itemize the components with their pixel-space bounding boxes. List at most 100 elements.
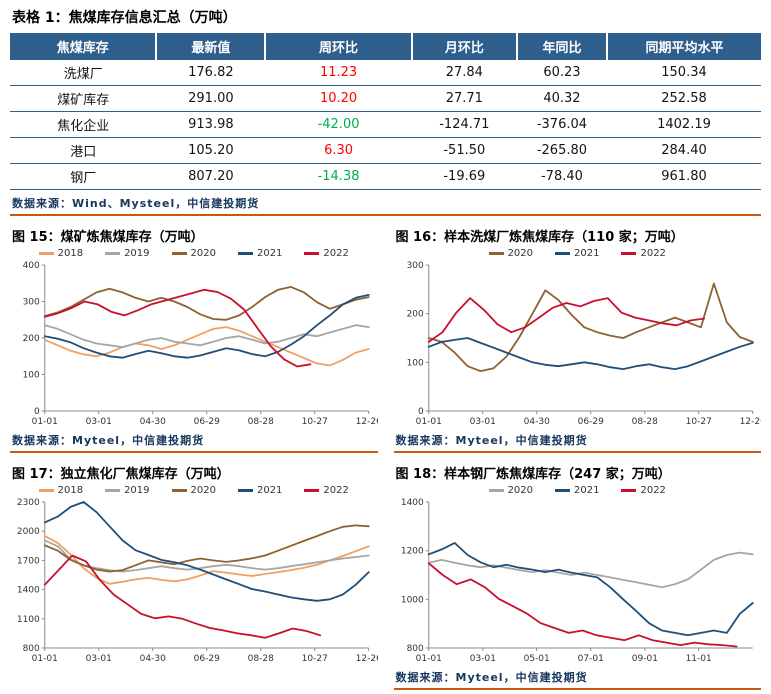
series-line-2019 bbox=[43, 539, 370, 573]
chart-16-divider bbox=[393, 451, 761, 453]
x-tick-label: 12-26 bbox=[356, 654, 378, 664]
x-tick-label: 06-29 bbox=[194, 417, 220, 427]
table-cell: 176.82 bbox=[156, 60, 266, 86]
row-label: 钢厂 bbox=[10, 163, 157, 190]
series-line-2022 bbox=[43, 288, 312, 368]
x-tick-label: 03-01 bbox=[86, 417, 112, 427]
table-cell: 961.80 bbox=[607, 163, 761, 190]
table-cell: -14.38 bbox=[265, 163, 412, 190]
legend-key-icon bbox=[304, 252, 320, 255]
legend-item-2022: 2022 bbox=[621, 485, 666, 496]
legend-label: 2019 bbox=[124, 485, 150, 496]
legend-key-icon bbox=[488, 252, 504, 255]
legend-item-2021: 2021 bbox=[237, 248, 283, 259]
legend-item-2020: 2020 bbox=[488, 248, 533, 259]
x-tick-label: 06-29 bbox=[577, 417, 603, 427]
legend-item-2018: 2018 bbox=[38, 485, 84, 496]
legend-label: 2021 bbox=[256, 248, 283, 259]
row-label: 煤矿库存 bbox=[10, 85, 157, 112]
table-cell: -42.00 bbox=[265, 111, 412, 138]
table-header-row: 焦煤库存 最新值 周环比 月环比 年同比 同期平均水平 bbox=[10, 33, 761, 60]
y-tick-label: 800 bbox=[406, 644, 423, 654]
series-line-2022 bbox=[43, 554, 322, 639]
chart-18-source: 数据来源：Myteel，中信建投期货 bbox=[395, 671, 588, 684]
table-cell: 291.00 bbox=[156, 85, 266, 112]
chart-17-canvas: 800 1100 1400 1700 2000 2300 01-01 03-01 04-30 06… bbox=[17, 498, 378, 664]
table-cell: 11.23 bbox=[265, 60, 412, 86]
x-tick-label: 01-01 bbox=[32, 417, 58, 427]
x-tick-label: 08-28 bbox=[248, 417, 274, 427]
chart-15-source: 数据来源：Myteel，中信建投期货 bbox=[12, 434, 205, 447]
legend-key-icon bbox=[555, 489, 571, 492]
table-row: 洗煤厂 176.82 11.23 27.84 60.23 150.34 bbox=[10, 60, 761, 86]
legend-label: 2020 bbox=[190, 248, 216, 259]
legend-key-icon bbox=[237, 252, 253, 255]
table-row: 港口 105.20 6.30 -51.50 -265.80 284.40 bbox=[10, 137, 761, 164]
row-label: 洗煤厂 bbox=[10, 60, 157, 86]
y-tick-label: 100 bbox=[406, 358, 423, 368]
x-tick-label: 10-27 bbox=[302, 417, 328, 427]
y-tick-label: 1200 bbox=[400, 547, 423, 557]
legend-label: 2021 bbox=[574, 248, 600, 259]
chart-15-divider bbox=[10, 451, 378, 453]
y-tick-label: 400 bbox=[23, 261, 40, 271]
legend-label: 2019 bbox=[124, 248, 150, 259]
chart-16-canvas: 0 100 200 300 01-01 03-01 04-30 06-29 08-28 10-27… bbox=[406, 261, 761, 427]
legend-key-icon bbox=[237, 489, 253, 492]
table-title: 表格 1：焦煤库存信息汇总（万吨） bbox=[12, 10, 237, 26]
chart-17-legend: 2018 2019 2020 2021 2022 bbox=[10, 485, 378, 496]
x-tick-label: 01-01 bbox=[415, 417, 441, 427]
y-tick-label: 1400 bbox=[400, 498, 423, 508]
y-tick-label: 200 bbox=[23, 334, 40, 344]
column-header: 周环比 bbox=[264, 33, 412, 60]
y-tick-label: 300 bbox=[406, 261, 423, 271]
chart-block-16: 图 16：样本洗煤厂炼焦煤库存（110 家；万吨） 2020 2021 2022 0… bbox=[393, 220, 761, 457]
x-tick-label: 05-01 bbox=[523, 654, 549, 664]
row-label: 焦化企业 bbox=[10, 111, 157, 138]
x-tick-label: 04-30 bbox=[140, 417, 166, 427]
series-line-2020 bbox=[43, 524, 370, 573]
chart-15-legend: 2018 2019 2020 2021 2022 bbox=[10, 248, 378, 259]
x-tick-label: 12-26 bbox=[356, 417, 378, 427]
table-row: 焦化企业 913.98 -42.00 -124.71 -376.04 1402.19 bbox=[10, 111, 761, 138]
table-cell: 105.20 bbox=[156, 137, 266, 164]
x-tick-label: 10-27 bbox=[302, 654, 328, 664]
series-line-2022 bbox=[427, 562, 737, 648]
table-cell: 807.20 bbox=[156, 163, 266, 190]
y-tick-label: 0 bbox=[34, 407, 40, 417]
table-cell: -376.04 bbox=[516, 111, 607, 138]
y-tick-label: 1100 bbox=[17, 615, 40, 625]
table-cell: 10.20 bbox=[265, 85, 412, 112]
table-row: 煤矿库存 291.00 10.20 27.71 40.32 252.58 bbox=[10, 85, 761, 112]
chart-18-divider bbox=[393, 688, 761, 690]
legend-item-2020: 2020 bbox=[488, 485, 533, 496]
legend-label: 2022 bbox=[323, 248, 349, 259]
series-line-2022 bbox=[427, 297, 705, 343]
legend-label: 2018 bbox=[57, 485, 84, 496]
x-tick-label: 01-01 bbox=[415, 654, 441, 664]
row-label: 港口 bbox=[10, 137, 157, 164]
legend-item-2019: 2019 bbox=[105, 485, 150, 496]
x-tick-label: 03-01 bbox=[469, 417, 495, 427]
y-tick-label: 1700 bbox=[17, 556, 40, 566]
chart-17-title: 图 17：独立焦化厂焦煤库存（万吨） bbox=[12, 467, 230, 482]
x-tick-label: 06-29 bbox=[194, 654, 220, 664]
y-tick-label: 1000 bbox=[400, 595, 423, 605]
x-tick-label: 04-30 bbox=[140, 654, 166, 664]
y-tick-label: 0 bbox=[418, 407, 424, 417]
x-tick-label: 10-27 bbox=[685, 417, 711, 427]
legend-key-icon bbox=[105, 489, 121, 492]
legend-label: 2020 bbox=[190, 485, 216, 496]
legend-key-icon bbox=[171, 252, 187, 255]
y-tick-label: 2300 bbox=[17, 498, 40, 508]
chart-18-legend: 2020 2021 2022 bbox=[394, 485, 762, 496]
table-cell: -265.80 bbox=[516, 137, 607, 164]
column-header: 年同比 bbox=[515, 33, 607, 60]
table-cell: -51.50 bbox=[411, 137, 517, 164]
x-tick-label: 01-01 bbox=[32, 654, 58, 664]
legend-label: 2022 bbox=[640, 248, 666, 259]
x-tick-label: 03-01 bbox=[469, 654, 495, 664]
x-tick-label: 09-01 bbox=[631, 654, 657, 664]
